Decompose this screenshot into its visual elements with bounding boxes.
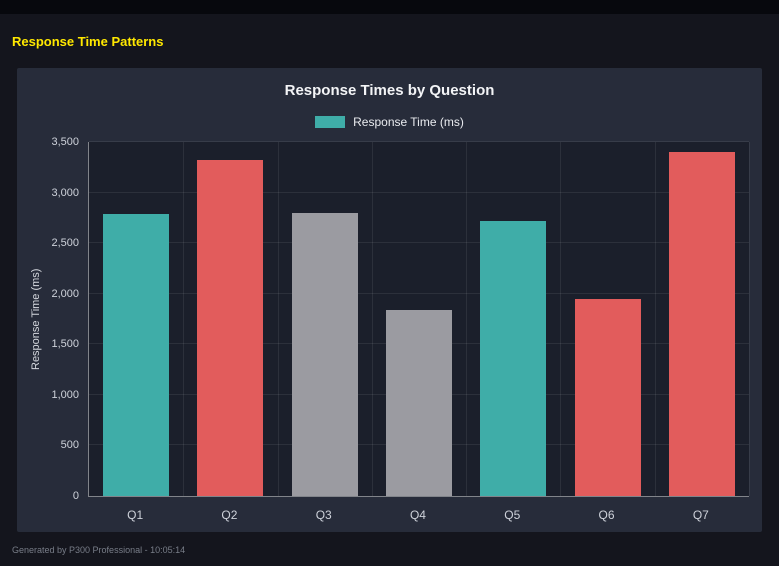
gridline-vertical — [466, 142, 468, 496]
x-tick-label-q7: Q7 — [692, 508, 709, 522]
x-axis-labels: Q1 Q2 Q3 Q4 Q5 Q6 Q7 — [88, 508, 748, 522]
y-tick-label: 0 — [72, 490, 79, 502]
y-tick-label: 3,500 — [51, 136, 79, 148]
bar-q4[interactable] — [386, 309, 452, 496]
gridline-vertical — [654, 142, 656, 496]
gridline-horizontal — [89, 242, 749, 244]
bar-q5[interactable] — [480, 220, 547, 496]
legend-swatch — [315, 116, 346, 128]
x-tick-label-q1: Q1 — [127, 508, 144, 522]
gridline-vertical — [749, 142, 750, 496]
y-tick-label: 1,500 — [51, 338, 79, 351]
gridline-vertical — [371, 142, 373, 496]
gridline-horizontal — [89, 141, 749, 142]
bar-q1[interactable] — [103, 213, 170, 496]
x-tick-label-q3: Q3 — [315, 508, 332, 522]
window-top-bar — [0, 0, 779, 14]
bar-q7[interactable] — [668, 152, 735, 496]
y-tick-label: 2,500 — [51, 237, 79, 250]
x-tick-label-q5: Q5 — [504, 508, 521, 522]
gridline-vertical — [560, 142, 562, 496]
y-tick-label: 500 — [60, 439, 79, 452]
legend-label: Response Time (ms) — [353, 115, 464, 129]
plot-area: 0 500 1,000 1,500 2,000 2,500 3,000 3,500 — [51, 136, 750, 502]
bar-q6[interactable] — [574, 298, 641, 496]
gridline-vertical — [277, 142, 279, 496]
bar-q3[interactable] — [291, 212, 358, 496]
gridline-vertical — [183, 142, 185, 496]
y-axis-title: Response Time (ms) — [30, 268, 42, 370]
x-tick-label-q4: Q4 — [409, 508, 426, 522]
page-title: Response Time Patterns — [12, 34, 164, 49]
y-tick-label: 3,000 — [51, 186, 79, 199]
y-tick-label: 2,000 — [51, 287, 79, 300]
gridline-horizontal — [89, 191, 749, 193]
gridline-horizontal — [89, 292, 749, 294]
chart-panel: Response Times by Question Response Time… — [17, 68, 762, 532]
chart-legend[interactable]: Response Time (ms) — [17, 115, 762, 129]
footer-status-text: Generated by P300 Professional - 10:05:1… — [12, 545, 186, 555]
x-tick-label-q6: Q6 — [598, 508, 615, 522]
bar-q2[interactable] — [197, 160, 264, 496]
y-tick-label: 1,000 — [51, 388, 79, 401]
x-tick-label-q2: Q2 — [221, 508, 238, 522]
chart-title: Response Times by Question — [284, 82, 495, 99]
